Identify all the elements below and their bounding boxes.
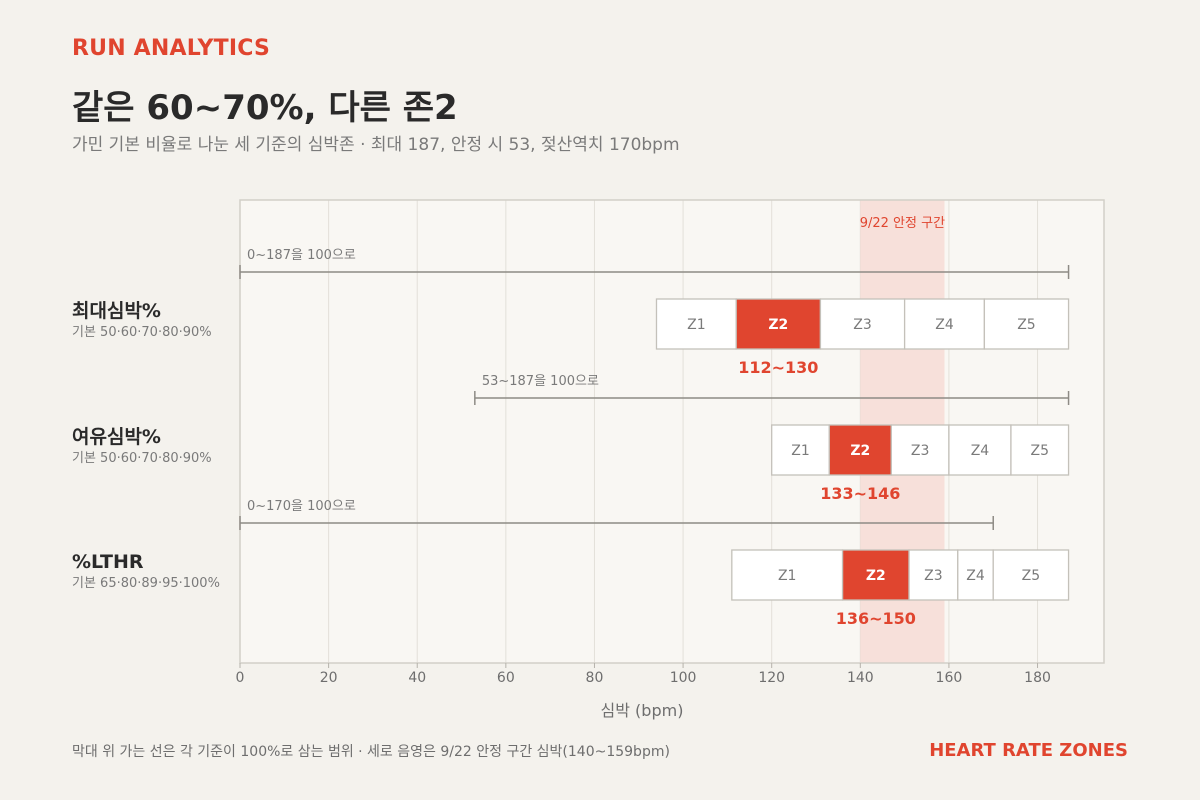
zone-label: Z4 [966,568,985,584]
x-tick-label: 100 [670,670,697,686]
x-tick-label: 160 [936,670,963,686]
x-tick-label: 80 [586,670,604,686]
brand-label: HEART RATE ZONES [929,740,1128,761]
zone-label: Z3 [853,317,872,333]
zone-label: Z2 [850,443,870,459]
x-tick-label: 40 [408,670,426,686]
zone-bar-z3 [890,424,950,476]
z2-range-label: 112~130 [738,358,818,377]
zone-bar-z1 [655,298,737,350]
reference-range-label: 0~170을 100으로 [247,499,356,514]
reference-range-label: 0~187을 100으로 [247,248,356,263]
zone-bar-z2 [735,298,822,350]
row-name: %LTHR [72,551,144,573]
zone-row: 0~187을 100으로 Z1 Z2 Z3 Z4 Z5 112~130 최대심박% 기본 50·… [72,248,1070,377]
x-tick-label: 180 [1024,670,1051,686]
zone-bar-z4 [948,424,1012,476]
zone-label: Z2 [768,317,788,333]
zone-label: Z5 [1022,568,1041,584]
zone-label: Z4 [935,317,954,333]
x-tick-label: 20 [320,670,338,686]
reference-range-label: 53~187을 100으로 [482,374,599,389]
zone-label: Z1 [791,443,810,459]
zone-label: Z2 [866,568,886,584]
zone-row: 0~170을 100으로 Z1 Z2 Z3 Z4 Z5 136~150 %LTHR 기본 65·… [72,499,1070,628]
zone-label: Z1 [778,568,797,584]
zone-label: Z5 [1017,317,1036,333]
row-basis: 기본 50·60·70·80·90% [72,325,212,340]
zone-bar-z4 [903,298,986,350]
row-name: 여유심박% [72,426,161,448]
zone-bar-z1 [731,549,844,601]
zone-bar-z2 [841,549,910,601]
x-axis-label: 심박 (bpm) [601,701,684,720]
zone-label: Z3 [911,443,930,459]
zone-label: Z1 [687,317,706,333]
zone-label: Z4 [971,443,990,459]
zone-bar-z5 [1010,424,1070,476]
row-basis: 기본 65·80·89·95·100% [72,576,220,591]
page-title: 같은 60~70%, 다른 존2 [72,88,458,128]
z2-range-label: 133~146 [820,484,900,503]
zone-bar-z3 [819,298,906,350]
z2-range-label: 136~150 [836,609,916,628]
row-name: 최대심박% [72,300,161,322]
row-basis: 기본 50·60·70·80·90% [72,451,212,466]
x-tick-label: 140 [847,670,874,686]
zone-bar-z1 [771,424,830,476]
x-tick-label: 0 [236,670,245,686]
plot-border [239,199,1105,664]
zone-bar-z5 [983,298,1070,350]
x-tick-label: 60 [497,670,515,686]
kicker: RUN ANALYTICS [72,36,271,61]
band-label: 9/22 안정 구간 [860,216,945,231]
zone-row: 53~187을 100으로 Z1 Z2 Z3 Z4 Z5 133~146 여유심박% 기본 50… [72,374,1070,503]
zone-label: Z3 [924,568,943,584]
x-tick-label: 120 [758,670,785,686]
zone-label: Z5 [1031,443,1050,459]
page-subtitle: 가민 기본 비율로 나눈 세 기준의 심박존 · 최대 187, 안정 시 53… [72,135,680,155]
zone-bar-z2 [828,424,892,476]
footnote: 막대 위 가는 선은 각 기준이 100%로 삼는 범위 · 세로 음영은 9/… [72,744,670,760]
zone-bar-z5 [992,549,1070,601]
